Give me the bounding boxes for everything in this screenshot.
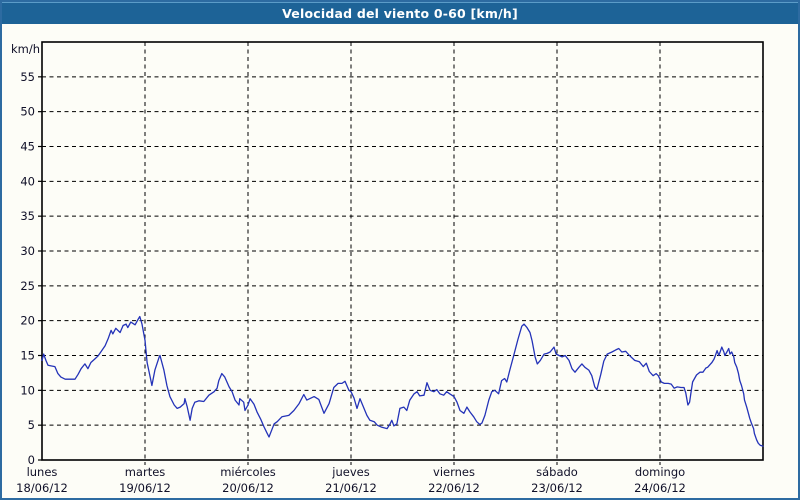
x-day-label: domingo (635, 465, 685, 479)
y-tick-label: 35 (20, 209, 35, 223)
y-tick-label: 55 (20, 70, 35, 84)
x-date-label: 23/06/12 (531, 481, 583, 495)
x-date-label: 24/06/12 (634, 481, 686, 495)
x-date-label: 22/06/12 (428, 481, 480, 495)
x-date-label: 20/06/12 (222, 481, 274, 495)
plot-frame (41, 41, 764, 461)
x-date-label: 21/06/12 (325, 481, 377, 495)
y-tick-label: 20 (20, 314, 35, 328)
title-bar: Velocidad del viento 0-60 [km/h] (2, 2, 798, 24)
x-date-label: 19/06/12 (119, 481, 171, 495)
y-axis-unit-label: km/h (11, 42, 40, 56)
x-day-label: sábado (536, 465, 578, 479)
y-tick-label: 50 (20, 105, 35, 119)
x-day-label: miércoles (220, 465, 276, 479)
y-tick-label: 40 (20, 174, 35, 188)
y-tick-label: 30 (20, 244, 35, 258)
y-tick-label: 10 (20, 383, 35, 397)
x-date-label: 18/06/12 (16, 481, 68, 495)
x-day-label: lunes (27, 465, 58, 479)
y-tick-label: 0 (28, 453, 35, 467)
x-day-label: jueves (331, 465, 369, 479)
wind-speed-series-line (41, 315, 764, 447)
y-tick-label: 25 (20, 279, 35, 293)
y-tick-label: 5 (28, 418, 35, 432)
chart-title: Velocidad del viento 0-60 [km/h] (282, 6, 518, 21)
x-day-label: viernes (433, 465, 475, 479)
y-tick-label: 45 (20, 140, 35, 154)
x-day-label: martes (125, 465, 166, 479)
y-tick-label: 15 (20, 349, 35, 363)
